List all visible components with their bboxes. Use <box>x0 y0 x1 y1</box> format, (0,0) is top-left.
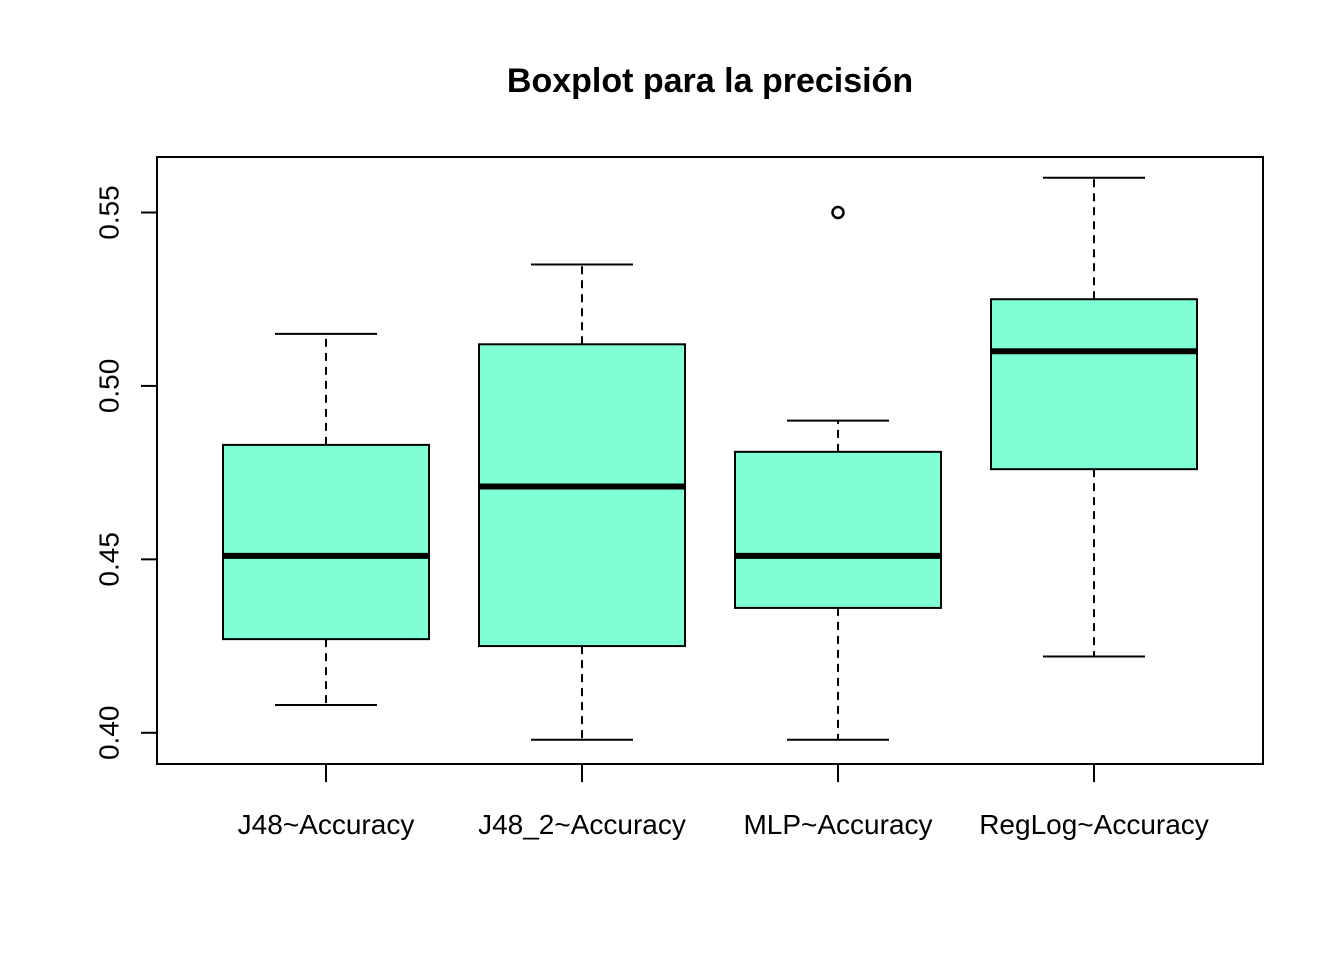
box-group <box>478 263 686 741</box>
chart-title: Boxplot para la precisión <box>507 62 913 100</box>
outlier-point <box>831 205 845 220</box>
x-tick-label: J48~Accuracy <box>238 809 415 840</box>
x-tick-label: RegLog~Accuracy <box>979 809 1209 840</box>
x-tick-label: MLP~Accuracy <box>743 809 932 840</box>
iqr-box <box>990 298 1198 471</box>
box-group <box>734 205 942 741</box>
iqr-box <box>478 343 686 648</box>
y-tick-label: 0.50 <box>93 359 124 414</box>
boxes <box>222 176 1198 741</box>
y-tick-label: 0.40 <box>93 706 124 761</box>
x-axis: J48~Accuracy J48_2~Accuracy MLP~Accuracy Re… <box>238 764 1209 840</box>
iqr-box <box>222 443 430 641</box>
y-axis: 0.40 0.45 0.50 0.55 <box>93 185 158 761</box>
iqr-box <box>734 450 942 609</box>
box-group <box>990 176 1198 658</box>
box-group <box>222 332 430 707</box>
y-tick-label: 0.55 <box>93 185 124 240</box>
x-tick-label: J48_2~Accuracy <box>478 809 686 840</box>
y-tick-label: 0.45 <box>93 532 124 587</box>
